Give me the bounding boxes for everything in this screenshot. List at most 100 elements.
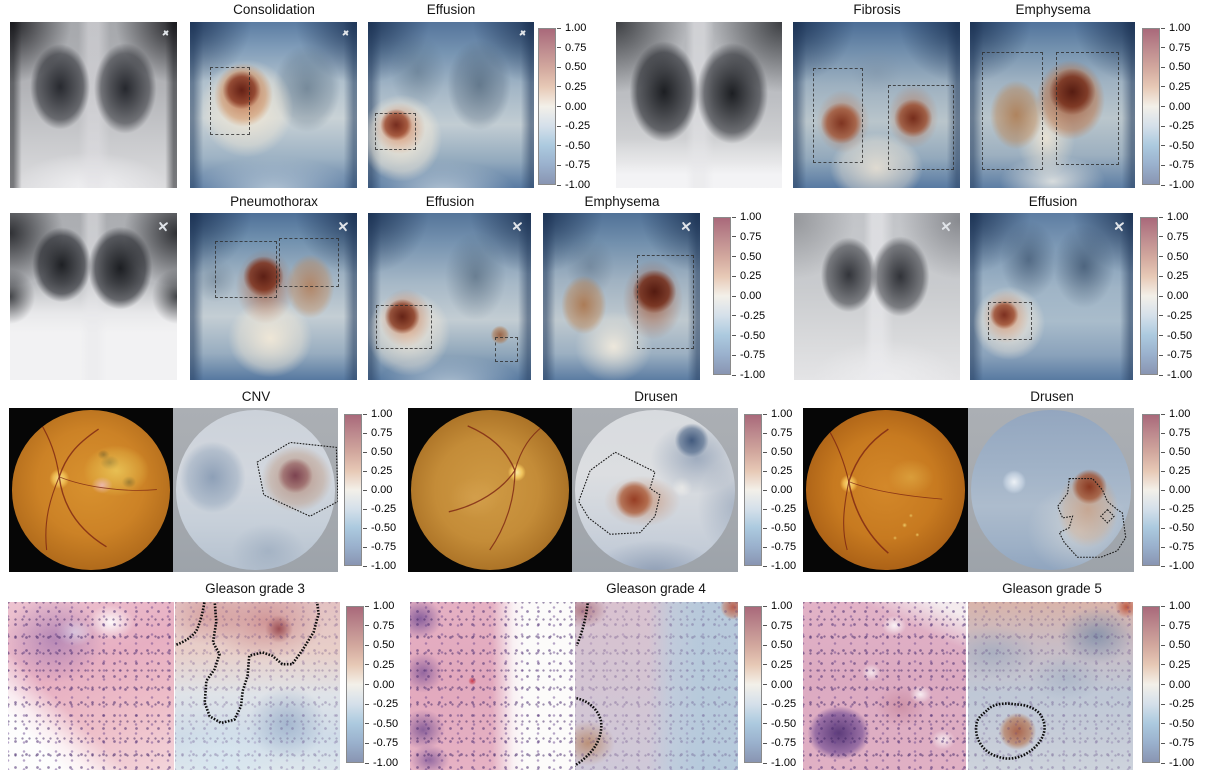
heatmap-panel-consolidation [190, 22, 357, 188]
retinal-vessels [806, 410, 964, 569]
colorbar-gradient-bar [1142, 414, 1160, 566]
colorbar-gradient-bar [744, 606, 762, 763]
fundus-original-3 [803, 408, 968, 572]
colorbar: 1.00 0.75 0.50 0.25 0.00 -0.25 -0.50 -0.75 -1.00 [1142, 22, 1194, 191]
histology-original-3 [803, 602, 966, 770]
radiograph-side-marker [342, 30, 349, 36]
retinal-vessels [12, 410, 169, 569]
radiograph-side-marker [158, 221, 169, 232]
colorbar: 1.00 0.75 0.50 0.25 0.00 -0.25 -0.50 -0.75 -1.00 [1140, 211, 1192, 381]
cell-speckle-texture [8, 602, 174, 770]
panel-title-gleason-3: Gleason grade 3 [205, 581, 305, 596]
colorbar-gradient-bar [538, 28, 556, 185]
colorbar-gradient-bar [346, 606, 364, 763]
panel-title-emphysema-1: Emphysema [1015, 2, 1091, 17]
panel-title-drusen-2: Drusen [1030, 389, 1074, 404]
colorbar-tick-labels: 1.00 0.75 0.50 0.25 0.00 -0.25 -0.50 -0.75 -1.00 [762, 408, 797, 572]
heatmap-panel-gleason-4 [575, 602, 738, 770]
retinal-vessels [411, 410, 568, 569]
tumor-contour [575, 602, 738, 770]
panel-title-gleason-4: Gleason grade 4 [606, 581, 706, 596]
chest-xray-original-4 [794, 213, 960, 380]
panel-title-cnv: CNV [241, 389, 271, 404]
panel-title-effusion-1: Effusion [426, 2, 476, 17]
chest-xray-original-3 [10, 213, 177, 380]
radiograph-side-marker [519, 30, 526, 36]
heatmap-panel-fibrosis [793, 22, 960, 188]
annotation-box [987, 301, 1033, 341]
colorbar-tick-labels: 1.00 0.75 0.50 0.25 0.00 -0.25 -0.50 -0.75 -1.00 [364, 600, 399, 769]
fundus-photo [806, 410, 965, 570]
histology-original-2 [410, 602, 574, 770]
colorbar-tick-labels: 1.00 0.75 0.50 0.25 0.00 -0.25 -0.50 -0.75 -1.00 [362, 408, 397, 572]
colorbar-gradient-bar [1142, 28, 1160, 185]
lesion-contour [173, 408, 338, 572]
panel-title-effusion-2: Effusion [425, 194, 475, 209]
panel-title-effusion-3: Effusion [1028, 194, 1078, 209]
fundus-heatmap-circle [575, 410, 735, 570]
cell-speckle-texture [410, 602, 574, 770]
heatmap-panel-drusen-1 [572, 408, 738, 572]
colorbar: 1.00 0.75 0.50 0.25 0.00 -0.25 -0.50 -0.75 -1.00 [744, 408, 796, 572]
tumor-contour [968, 602, 1133, 770]
heatmap-panel-pneumothorax [190, 213, 357, 380]
colorbar-gradient-bar [1140, 217, 1158, 375]
panel-title-emphysema-2: Emphysema [584, 194, 660, 209]
heatmap-panel-emphysema-1 [970, 22, 1135, 188]
colorbar: 1.00 0.75 0.50 0.25 0.00 -0.25 -0.50 -0.75 -1.00 [1142, 408, 1194, 572]
colorbar-tick-labels: 1.00 0.75 0.50 0.25 0.00 -0.25 -0.50 -0.75 -1.00 [1158, 211, 1193, 381]
radiograph-side-marker [1114, 221, 1125, 232]
panel-title-pneumothorax: Pneumothorax [230, 194, 318, 209]
cell-speckle-texture [968, 602, 1133, 770]
heatmap-panel-drusen-2 [968, 408, 1134, 572]
colorbar: 1.00 0.75 0.50 0.25 0.00 -0.25 -0.50 -0.75 -1.00 [744, 600, 796, 769]
heatmap-panel-effusion-2 [368, 213, 531, 380]
colorbar: 1.00 0.75 0.50 0.25 0.00 -0.25 -0.50 -0.75 -1.00 [1142, 600, 1194, 769]
cell-speckle-texture [803, 602, 966, 770]
annotation-box [210, 66, 251, 136]
colorbar-tick-labels: 1.00 0.75 0.50 0.25 0.00 -0.25 -0.50 -0.75 -1.00 [1160, 22, 1195, 191]
heatmap-panel-gleason-3 [175, 602, 340, 770]
tumor-contour [175, 602, 340, 770]
annotation-box [374, 113, 417, 151]
fundus-heatmap-circle [176, 410, 335, 570]
fundus-original-2 [408, 408, 572, 572]
colorbar-tick-labels: 1.00 0.75 0.50 0.25 0.00 -0.25 -0.50 -0.75 -1.00 [762, 600, 797, 769]
fundus-heatmap-circle [971, 410, 1131, 570]
chest-xray-original-1 [10, 22, 177, 188]
heatmap-panel-gleason-5 [968, 602, 1133, 770]
colorbar: 1.00 0.75 0.50 0.25 0.00 -0.25 -0.50 -0.75 -1.00 [346, 600, 398, 769]
heatmap-panel-emphysema-2 [543, 213, 700, 380]
radiograph-side-marker [512, 221, 523, 232]
heatmap-panel-effusion-1 [368, 22, 534, 188]
colorbar: 1.00 0.75 0.50 0.25 0.00 -0.25 -0.50 -0.75 -1.00 [538, 22, 590, 191]
fundus-original-1 [9, 408, 173, 572]
colorbar-tick-labels: 1.00 0.75 0.50 0.25 0.00 -0.25 -0.50 -0.75 -1.00 [1160, 408, 1195, 572]
annotation-box [215, 241, 278, 299]
panel-title-fibrosis: Fibrosis [853, 2, 901, 17]
annotation-box [495, 336, 519, 362]
fundus-photo [12, 410, 170, 570]
cell-speckle-texture [175, 602, 340, 770]
colorbar-tick-labels: 1.00 0.75 0.50 0.25 0.00 -0.25 -0.50 -0.75 -1.00 [731, 211, 766, 381]
panel-title-drusen-1: Drusen [634, 389, 678, 404]
annotation-box [278, 238, 339, 287]
colorbar-tick-labels: 1.00 0.75 0.50 0.25 0.00 -0.25 -0.50 -0.75 -1.00 [1160, 600, 1195, 769]
annotation-box [376, 304, 432, 349]
colorbar-gradient-bar [713, 217, 731, 375]
fundus-photo [411, 410, 569, 570]
radiograph-side-marker [162, 30, 169, 36]
panel-title-consolidation: Consolidation [233, 2, 315, 17]
radiograph-side-marker [681, 221, 692, 232]
annotation-box [813, 68, 864, 164]
annotation-box [637, 254, 695, 349]
colorbar: 1.00 0.75 0.50 0.25 0.00 -0.25 -0.50 -0.75 -1.00 [713, 211, 765, 381]
panel-title-gleason-5: Gleason grade 5 [1002, 581, 1102, 596]
colorbar: 1.00 0.75 0.50 0.25 0.00 -0.25 -0.50 -0.75 -1.00 [344, 408, 396, 572]
lesion-contour [572, 408, 738, 572]
annotation-box [981, 51, 1043, 171]
colorbar-gradient-bar [744, 414, 762, 566]
lesion-contour [968, 408, 1134, 572]
cell-speckle-texture [575, 602, 738, 770]
chest-xray-original-2 [616, 22, 782, 188]
